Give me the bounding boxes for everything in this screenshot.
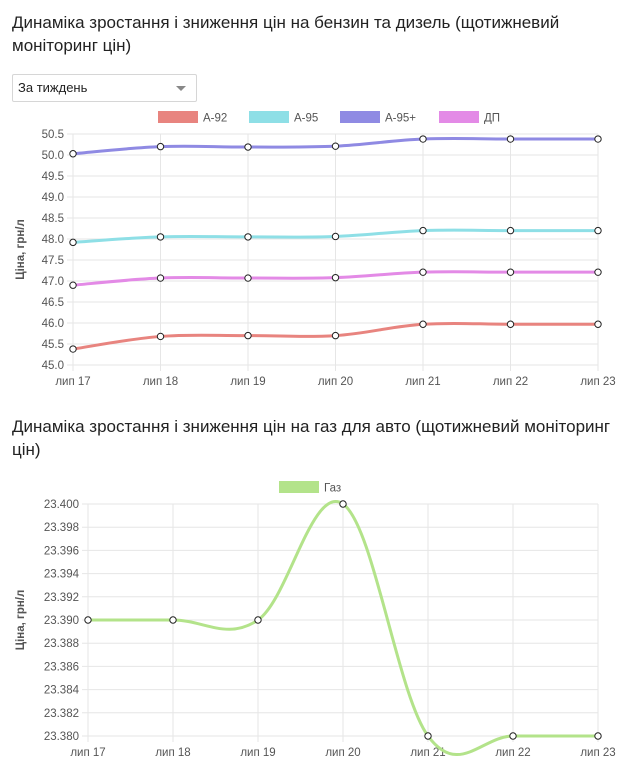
data-point: [244, 233, 252, 241]
data-point: [156, 233, 165, 241]
y-tick-label: 50.5: [42, 129, 64, 141]
data-point: [244, 331, 252, 340]
data-point: [506, 226, 515, 235]
y-tick-label: 23.388: [44, 638, 79, 650]
x-tick-label: лип 20: [325, 747, 360, 759]
y-tick-label: 46.0: [42, 318, 64, 330]
x-tick-label: лип 21: [410, 747, 445, 759]
x-tick-label: лип 18: [143, 376, 178, 388]
legend-swatch: [439, 111, 479, 123]
y-tick-label: 47.5: [42, 255, 64, 267]
data-point: [594, 732, 602, 740]
x-tick-label: лип 17: [55, 376, 90, 388]
y-tick-label: 50.0: [42, 150, 64, 162]
data-point: [331, 142, 340, 150]
y-tick-label: 23.394: [44, 569, 80, 581]
y-tick-label: 23.382: [44, 708, 79, 720]
x-tick-label: лип 22: [493, 376, 528, 388]
y-axis-label: Ціна, грн/л: [15, 590, 27, 651]
legend-label: А-92: [203, 113, 227, 125]
chevron-down-icon: [176, 86, 186, 91]
data-point: [69, 150, 77, 158]
y-tick-label: 23.380: [44, 731, 79, 743]
data-point: [69, 345, 77, 353]
data-point: [594, 268, 602, 276]
legend-swatch: [249, 111, 289, 123]
y-tick-label: 23.392: [44, 592, 79, 604]
legend-swatch: [158, 111, 198, 123]
data-point: [594, 226, 602, 235]
y-tick-label: 23.396: [44, 545, 79, 557]
data-point: [419, 226, 427, 235]
gas-price-chart: 23.400 23.398 23.396 23.394 23.392 23.390 23.3…: [15, 481, 616, 759]
x-tick-label: лип 20: [318, 376, 353, 388]
y-tick-label: 48.0: [42, 234, 64, 246]
x-tick-label: лип 19: [230, 376, 265, 388]
y-tick-label: 23.400: [44, 499, 79, 511]
data-point: [424, 732, 432, 740]
data-point: [419, 268, 427, 276]
legend-swatch: [340, 111, 380, 123]
y-tick-label: 49.0: [42, 192, 64, 204]
fuel-price-chart: 50.5 50.0 49.5 49.0 48.5 48.0 47.5 47.0 46.5 46.0…: [15, 111, 616, 388]
x-tick-label: лип 18: [155, 747, 190, 759]
data-point: [594, 135, 602, 143]
legend-swatch: [279, 481, 319, 493]
fuel-chart-title: Динаміка зростання і зниження цін на бен…: [12, 13, 560, 55]
y-axis-label: Ціна, грн/л: [15, 219, 27, 280]
y-tick-label: 48.5: [42, 213, 64, 225]
data-point: [254, 616, 262, 624]
legend-label: А-95+: [385, 113, 416, 125]
y-tick-label: 23.386: [44, 661, 79, 673]
data-point: [156, 142, 165, 151]
y-tick-label: 49.5: [42, 171, 64, 183]
data-point: [331, 273, 340, 282]
y-tick-label: 46.5: [42, 297, 64, 309]
data-point: [506, 135, 515, 143]
data-point: [84, 616, 92, 624]
data-point: [169, 616, 177, 624]
data-point: [339, 500, 347, 508]
data-point: [244, 143, 252, 151]
data-point: [509, 732, 517, 740]
series-line: [88, 500, 598, 757]
legend-label: Газ: [324, 483, 341, 495]
legend-label: ДП: [484, 113, 500, 125]
data-point: [69, 281, 77, 289]
y-tick-label: 23.384: [44, 685, 80, 697]
data-point: [244, 274, 252, 282]
y-tick-label: 47.0: [42, 276, 64, 288]
period-select[interactable]: За тиждень: [12, 74, 197, 102]
y-tick-label: 23.398: [44, 522, 79, 534]
y-tick-label: 23.390: [44, 615, 79, 627]
period-select-value: За тиждень: [18, 80, 88, 95]
y-tick-label: 45.5: [42, 339, 64, 351]
data-point: [419, 320, 427, 328]
data-point: [506, 320, 515, 328]
data-point: [156, 332, 165, 341]
x-tick-label: лип 23: [580, 376, 615, 388]
data-point: [69, 238, 77, 247]
data-point: [419, 135, 427, 143]
y-tick-label: 45.0: [42, 360, 64, 372]
gas-chart-title: Динаміка зростання і зниження цін на газ…: [12, 417, 611, 459]
data-point: [506, 268, 515, 276]
x-tick-label: лип 19: [240, 747, 275, 759]
x-tick-label: лип 17: [70, 747, 105, 759]
data-point: [156, 274, 165, 282]
x-tick-label: лип 23: [580, 747, 615, 759]
x-tick-label: лип 22: [495, 747, 530, 759]
x-tick-label: лип 21: [405, 376, 440, 388]
legend-label: А-95: [294, 113, 318, 125]
data-point: [594, 320, 602, 328]
data-point: [331, 232, 340, 241]
data-point: [331, 331, 340, 340]
